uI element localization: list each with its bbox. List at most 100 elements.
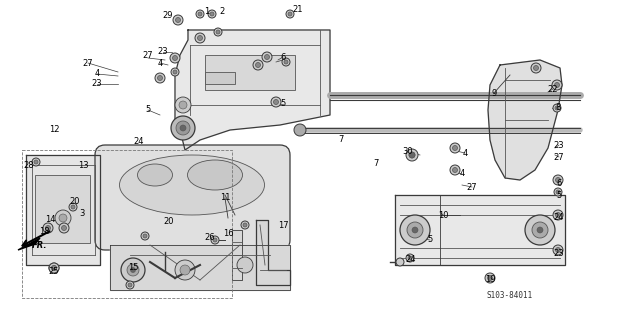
Circle shape [198,12,202,16]
Circle shape [213,238,217,242]
Circle shape [294,124,306,136]
Circle shape [180,265,190,275]
Circle shape [407,222,423,238]
Text: 22: 22 [548,84,558,93]
Text: 19: 19 [485,275,495,284]
Circle shape [241,221,249,229]
Circle shape [126,281,134,289]
Ellipse shape [138,164,173,186]
Circle shape [531,63,541,73]
Circle shape [554,83,559,87]
Text: 6: 6 [280,52,286,61]
Circle shape [155,73,165,83]
Circle shape [525,215,555,245]
Circle shape [176,121,190,135]
Circle shape [34,160,38,164]
Circle shape [552,80,562,90]
Polygon shape [232,230,242,280]
Polygon shape [18,238,40,250]
Text: 24: 24 [554,213,565,222]
Circle shape [406,254,414,262]
Circle shape [453,167,457,172]
Circle shape [556,190,560,194]
Circle shape [556,212,561,218]
Text: 23: 23 [91,79,102,89]
Circle shape [175,97,191,113]
Text: 14: 14 [44,215,55,225]
Text: 8: 8 [556,103,561,113]
Circle shape [237,257,253,273]
Circle shape [59,223,69,233]
Text: 27: 27 [83,59,93,68]
Text: 3: 3 [79,209,84,218]
Circle shape [141,232,149,240]
Text: 20: 20 [70,197,80,206]
Circle shape [396,258,404,266]
Text: 24: 24 [134,138,144,147]
Circle shape [173,70,177,74]
Circle shape [49,263,59,273]
Polygon shape [256,220,290,285]
Circle shape [208,10,216,18]
Circle shape [46,226,51,230]
Circle shape [180,125,186,131]
Circle shape [262,52,272,62]
Circle shape [62,226,67,230]
Polygon shape [395,195,565,265]
Circle shape [556,247,561,252]
Circle shape [253,60,263,70]
Text: 23: 23 [157,47,168,57]
Circle shape [553,175,563,185]
Circle shape [175,260,195,280]
Circle shape [51,266,57,270]
Circle shape [409,152,415,158]
Circle shape [409,152,415,158]
Circle shape [43,223,53,233]
Circle shape [143,234,147,238]
Circle shape [211,236,219,244]
Circle shape [55,210,71,226]
Text: 27: 27 [467,182,478,191]
Circle shape [556,178,561,182]
Circle shape [214,28,222,36]
Text: 17: 17 [277,220,288,229]
Circle shape [216,30,220,34]
Circle shape [485,273,495,283]
Text: 5: 5 [427,236,432,244]
Text: 23: 23 [554,140,565,149]
Text: 29: 29 [163,12,173,20]
Circle shape [553,245,563,255]
Circle shape [243,223,247,227]
Circle shape [450,165,460,175]
Text: 4: 4 [459,170,465,179]
Circle shape [532,222,548,238]
Text: 18: 18 [39,228,50,236]
Circle shape [127,264,139,276]
Bar [22,150,232,298]
Text: 4: 4 [157,59,163,68]
Text: 11: 11 [220,194,231,203]
Text: S103-84011: S103-84011 [487,292,533,300]
Bar [205,72,235,84]
Circle shape [197,36,203,41]
Circle shape [265,54,269,60]
Text: 21: 21 [293,5,304,14]
Circle shape [195,33,205,43]
Circle shape [271,97,281,107]
Text: 25: 25 [49,267,59,276]
Text: 15: 15 [128,262,138,271]
Circle shape [412,227,418,233]
Polygon shape [26,155,100,265]
Text: 12: 12 [49,125,59,134]
Circle shape [32,158,40,166]
Circle shape [179,101,187,109]
Text: 9: 9 [491,89,497,98]
Circle shape [131,268,135,273]
Text: 20: 20 [164,218,174,227]
Text: 6: 6 [556,179,562,188]
Circle shape [173,15,183,25]
Text: 7: 7 [338,134,344,143]
Circle shape [196,10,204,18]
Text: FR.: FR. [32,242,48,251]
FancyBboxPatch shape [95,145,290,250]
